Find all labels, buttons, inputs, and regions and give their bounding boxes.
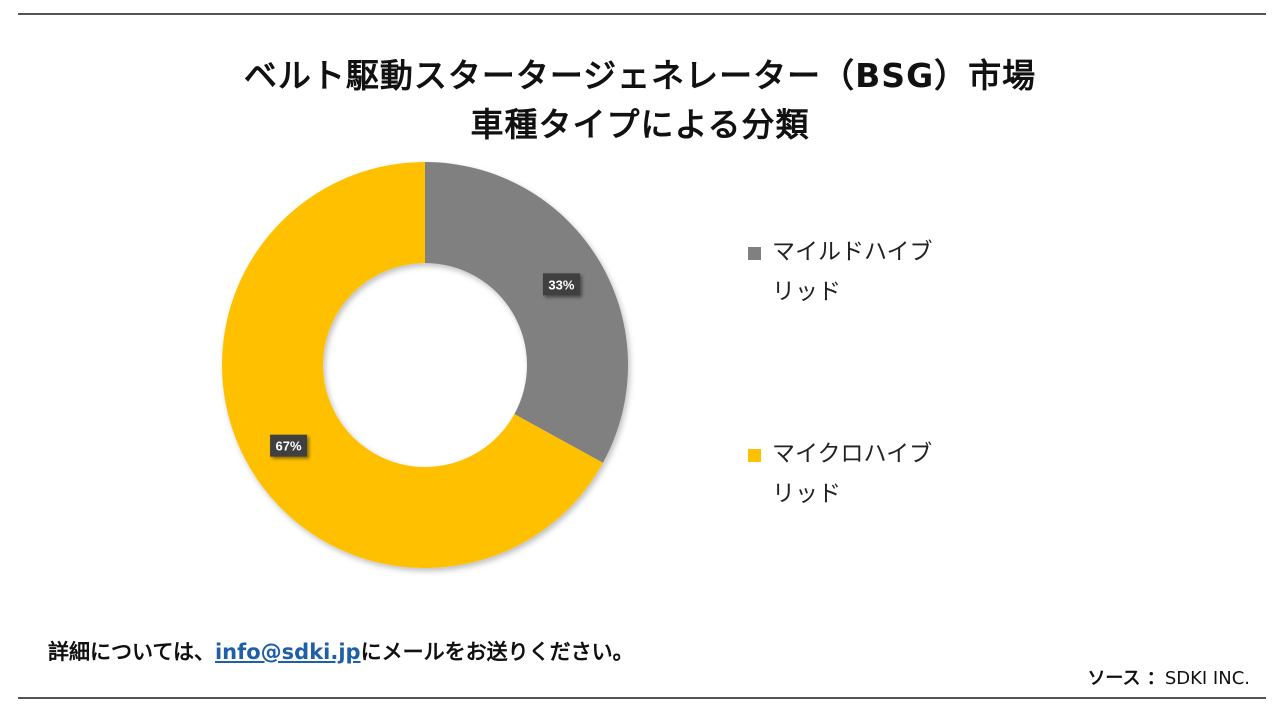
donut-slice-mild-hybrid	[425, 162, 628, 463]
contact-note: 詳細については、info@sdki.jpにメールをお送りください。	[48, 636, 634, 666]
source-credit: ソース ：SDKI INC.	[1087, 664, 1250, 690]
bottom-divider	[18, 697, 1266, 699]
legend-label-micro-hybrid-cont: リッド	[772, 481, 841, 507]
contact-prefix: 詳細については、	[48, 640, 215, 664]
chart-title: ベルト駆動スタータージェネレーター（BSG）市場	[243, 56, 1037, 95]
source-value: SDKI INC.	[1164, 668, 1250, 689]
legend-label-mild-hybrid: マイルドハイブ	[772, 239, 933, 265]
data-label-micro-hybrid: 67%	[270, 434, 308, 457]
legend-item-micro-hybrid: マイクロハイブ リッド	[748, 434, 958, 514]
top-divider	[18, 13, 1266, 15]
contact-suffix: にメールをお送りください。	[360, 640, 634, 664]
legend-label-micro-hybrid: マイクロハイブ	[772, 441, 933, 467]
legend-swatch-yellow	[748, 449, 761, 462]
email-link[interactable]: info@sdki.jp	[214, 640, 361, 664]
data-label-text: 67%	[276, 439, 302, 454]
donut-slice-micro-hybrid	[222, 161, 603, 568]
source-label: ソース ：	[1087, 668, 1165, 689]
chart-subtitle: 車種タイプによる分類	[470, 105, 810, 144]
legend-item-mild-hybrid: マイルドハイブ リッド	[748, 232, 958, 312]
data-label-text: 33%	[548, 277, 574, 292]
legend-label-mild-hybrid-cont: リッド	[772, 279, 841, 305]
data-label-box	[542, 273, 580, 296]
data-label-box	[270, 434, 308, 457]
data-label-mild-hybrid: 33%	[542, 273, 580, 296]
legend-swatch-gray	[748, 247, 761, 260]
